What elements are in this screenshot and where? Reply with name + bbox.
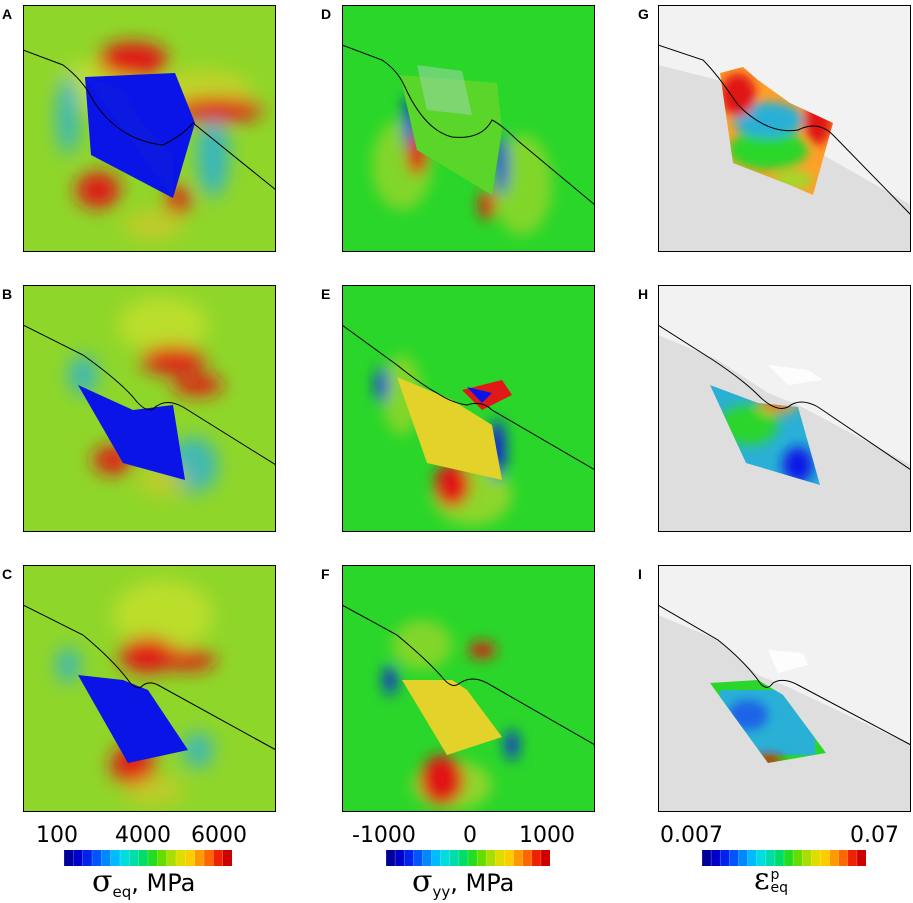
colorbar-syy-unit: , MPa: [450, 869, 515, 897]
colorbar-eps-superscript: p: [770, 867, 780, 884]
colorbar-seq-symbol: σ: [92, 864, 113, 899]
panel-label-b: B: [2, 286, 13, 302]
colorbar-cell: [486, 850, 496, 866]
colorbar-seq-tick-3: 6000: [191, 823, 247, 848]
panel-d-sigma-yy-stress-map: [342, 5, 595, 252]
colorbar-cell: [774, 850, 785, 866]
colorbar-cell: [404, 850, 414, 866]
colorbar-cell: [838, 850, 848, 866]
panel-b-von-mises-stress-map: [23, 285, 276, 532]
colorbar-cell: [413, 850, 423, 866]
colorbar-syy-tick-2: 0: [463, 823, 477, 848]
colorbar-cell: [148, 850, 158, 866]
colorbar-cell: [738, 850, 748, 866]
colorbar-cell: [802, 850, 812, 866]
panel-e-sigma-yy-stress-map: [342, 285, 595, 532]
colorbar-cell: [431, 850, 441, 866]
panel-label-i: I: [638, 566, 642, 582]
colorbar-cell: [702, 850, 712, 866]
panel-label-g: G: [638, 6, 649, 22]
colorbar-cell: [120, 850, 130, 866]
colorbar-syy-title: σyy, MPa: [412, 864, 514, 901]
colorbar-cell: [747, 850, 757, 866]
colorbar-cell: [73, 850, 83, 866]
colorbar-cell: [185, 850, 195, 866]
colorbar-cell: [166, 850, 177, 866]
colorbar-cell: [793, 850, 803, 866]
colorbar-cell: [531, 850, 542, 866]
panel-label-c: C: [2, 566, 13, 582]
colorbar-cell: [92, 850, 102, 866]
colorbar-cell: [138, 850, 149, 866]
colorbar-cell: [811, 850, 821, 866]
panel-f-sigma-yy-stress-map: [342, 565, 595, 812]
colorbar-eps-tick-1: 0.007: [660, 823, 723, 848]
colorbar-cell: [495, 850, 505, 866]
colorbar-cell: [765, 850, 776, 866]
colorbar-cell: [222, 850, 232, 866]
colorbar-cell: [157, 850, 167, 866]
colorbar-cell: [101, 850, 111, 866]
colorbar-cell: [756, 850, 766, 866]
colorbar-eps-title: εp eq: [754, 862, 788, 897]
colorbar-cell: [440, 850, 450, 866]
colorbar-eps-subscript: eq: [770, 880, 789, 896]
panel-label-f: F: [321, 566, 330, 582]
colorbar-cell: [729, 850, 739, 866]
colorbar-cell: [129, 850, 139, 866]
colorbar-cell: [458, 850, 469, 866]
colorbar-eps-symbol: ε: [754, 862, 770, 897]
colorbar-syy-tick-1: -1000: [352, 823, 416, 848]
colorbar-eps: [702, 850, 866, 866]
colorbar-cell: [522, 850, 532, 866]
colorbar-cell: [110, 850, 121, 866]
colorbar-cell: [176, 850, 186, 866]
colorbar-seq-tick-2: 4000: [115, 823, 171, 848]
colorbar-cell: [847, 850, 858, 866]
panel-g-plastic-strain-map: [658, 5, 911, 252]
colorbar-cell: [477, 850, 487, 866]
colorbar-cell: [468, 850, 478, 866]
colorbar-seq: [64, 850, 232, 866]
colorbar-cell: [204, 850, 214, 866]
colorbar-cell: [540, 850, 550, 866]
colorbar-seq-unit: , MPa: [131, 869, 196, 897]
panel-label-h: H: [638, 286, 649, 302]
colorbar-syy: [386, 850, 550, 866]
colorbar-cell: [820, 850, 830, 866]
panel-i-plastic-strain-map: [658, 565, 911, 812]
colorbar-seq-subscript: eq: [112, 882, 132, 901]
colorbar-cell: [64, 850, 74, 866]
colorbar-cell: [829, 850, 839, 866]
colorbar-cell: [395, 850, 405, 866]
colorbar-cell: [386, 850, 396, 866]
panel-h-plastic-strain-map: [658, 285, 911, 532]
colorbar-cell: [504, 850, 514, 866]
colorbar-syy-subscript: yy: [432, 882, 451, 901]
panel-label-d: D: [321, 6, 332, 22]
colorbar-syy-tick-3: 1000: [519, 823, 575, 848]
colorbar-cell: [856, 850, 866, 866]
colorbar-syy-symbol: σ: [412, 864, 433, 899]
colorbar-cell: [194, 850, 205, 866]
colorbar-cell: [784, 850, 794, 866]
colorbar-cell: [213, 850, 223, 866]
colorbar-cell: [711, 850, 721, 866]
colorbar-seq-tick-1: 100: [36, 823, 78, 848]
colorbar-cell: [422, 850, 432, 866]
panel-c-von-mises-stress-map: [23, 565, 276, 812]
colorbar-eps-tick-2: 0.07: [850, 823, 899, 848]
panel-label-e: E: [321, 286, 331, 302]
colorbar-cell: [449, 850, 460, 866]
panel-a-von-mises-stress-map: [23, 5, 276, 252]
colorbar-seq-title: σeq, MPa: [92, 864, 195, 901]
colorbar-cell: [513, 850, 523, 866]
panel-label-a: A: [2, 6, 13, 22]
colorbar-cell: [82, 850, 93, 866]
colorbar-cell: [720, 850, 730, 866]
